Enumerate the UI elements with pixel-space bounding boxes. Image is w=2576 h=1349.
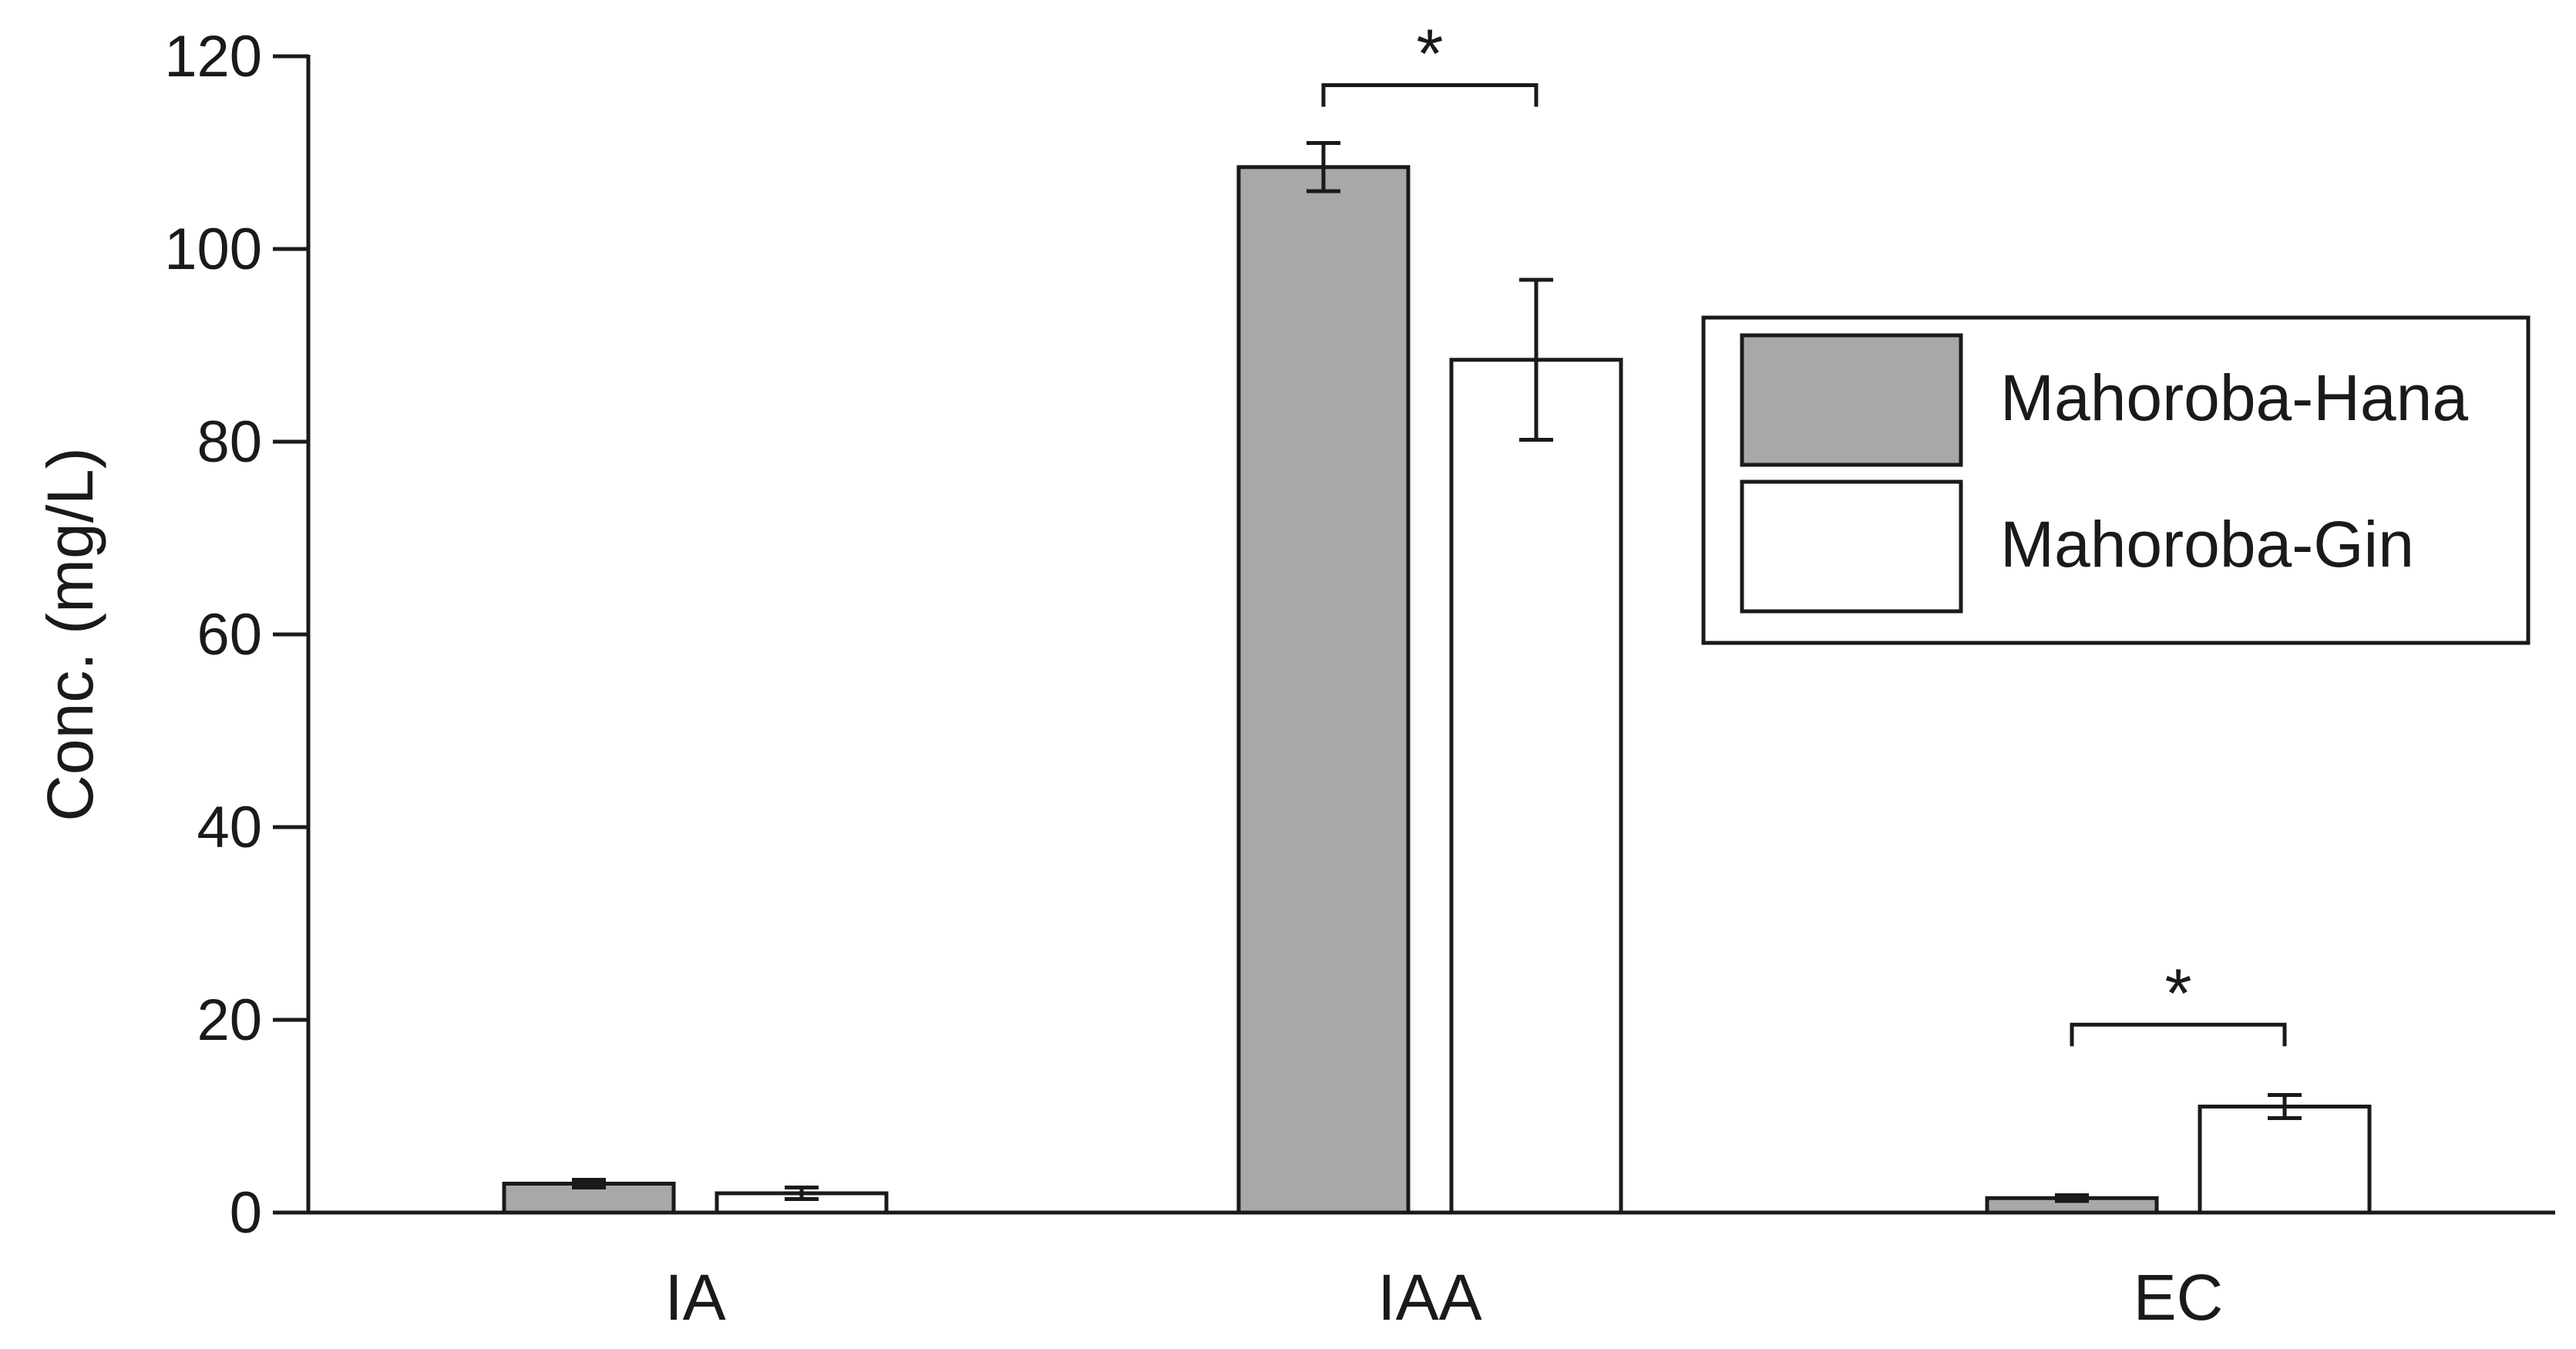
error-bars bbox=[572, 141, 2302, 1203]
y-tick-label: 80 bbox=[197, 409, 262, 475]
bar-ec-gin bbox=[2198, 1105, 2372, 1215]
x-tick-label: IAA bbox=[1377, 1261, 1481, 1334]
bar-iaa-gin bbox=[1449, 358, 1623, 1215]
legend: Mahoroba-Hana Mahoroba-Gin bbox=[1701, 315, 2531, 645]
significance-bracket bbox=[2070, 1022, 2287, 1047]
y-tick-label: 40 bbox=[197, 795, 262, 860]
x-axis-tick-labels: IA IAA EC bbox=[664, 1261, 2223, 1334]
legend-label: Mahoroba-Gin bbox=[2000, 508, 2414, 580]
significance-annotations: ** bbox=[1321, 16, 2287, 1047]
y-axis-ticks: 0 20 40 60 80 100 120 bbox=[164, 24, 308, 1246]
significance-bracket bbox=[1321, 83, 1539, 107]
y-tick-label: 120 bbox=[164, 24, 262, 89]
legend-label: Mahoroba-Hana bbox=[2000, 362, 2468, 434]
y-tick-label: 100 bbox=[164, 217, 262, 282]
bars bbox=[502, 165, 2372, 1215]
x-tick-label: IA bbox=[664, 1261, 725, 1334]
x-tick-label: EC bbox=[2134, 1261, 2224, 1334]
y-tick-label: 20 bbox=[197, 987, 262, 1053]
y-axis-title: Conc. (mg/L) bbox=[34, 447, 106, 821]
significance-star: * bbox=[2164, 955, 2191, 1032]
y-tick-label: 0 bbox=[230, 1180, 262, 1246]
legend-swatch-gin bbox=[1740, 479, 1963, 614]
legend-swatch-hana bbox=[1740, 333, 1963, 467]
bar-iaa-hana bbox=[1236, 165, 1411, 1215]
y-tick-label: 60 bbox=[197, 602, 262, 668]
significance-star: * bbox=[1416, 16, 1443, 93]
